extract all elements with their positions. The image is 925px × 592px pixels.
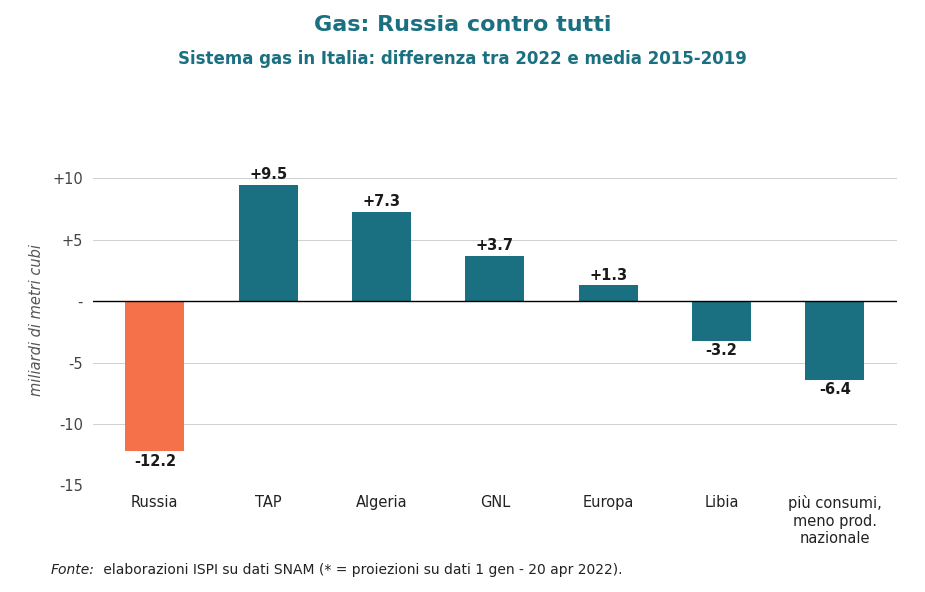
Text: +7.3: +7.3 xyxy=(363,194,401,209)
Text: Sistema gas in Italia: differenza tra 2022 e media 2015-2019: Sistema gas in Italia: differenza tra 20… xyxy=(178,50,747,68)
Text: -3.2: -3.2 xyxy=(706,343,737,358)
Text: +3.7: +3.7 xyxy=(475,239,514,253)
Text: Fonte:: Fonte: xyxy=(51,563,94,577)
Bar xyxy=(579,285,637,301)
Y-axis label: miliardi di metri cubi: miliardi di metri cubi xyxy=(29,244,43,395)
Bar xyxy=(352,211,411,301)
Bar xyxy=(806,301,864,380)
Text: -12.2: -12.2 xyxy=(134,453,176,468)
Text: +1.3: +1.3 xyxy=(589,268,627,283)
Text: Gas: Russia contro tutti: Gas: Russia contro tutti xyxy=(314,15,611,35)
Bar xyxy=(239,185,298,301)
Text: -6.4: -6.4 xyxy=(819,382,851,397)
Bar xyxy=(692,301,751,340)
Text: +9.5: +9.5 xyxy=(249,167,288,182)
Bar xyxy=(126,301,184,451)
Text: elaborazioni ISPI su dati SNAM (* = proiezioni su dati 1 gen - 20 apr 2022).: elaborazioni ISPI su dati SNAM (* = proi… xyxy=(99,563,623,577)
Bar xyxy=(465,256,524,301)
